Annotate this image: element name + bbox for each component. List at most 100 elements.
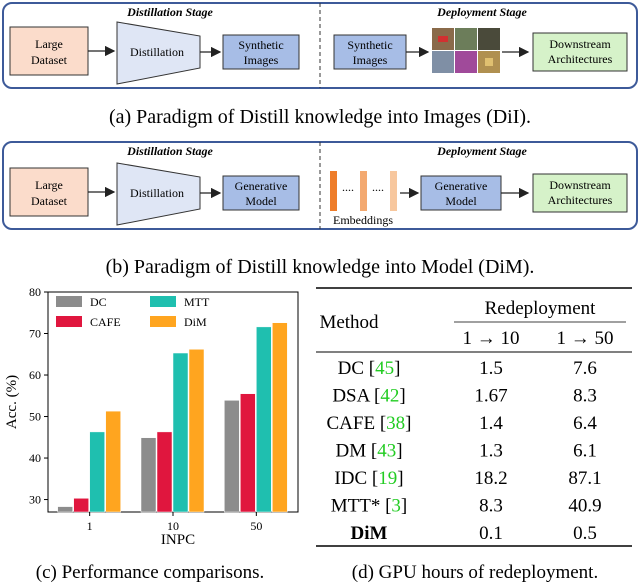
row-value-1-50: 8.3 bbox=[573, 386, 597, 407]
bar-dim-50 bbox=[272, 322, 288, 513]
downstream-label-2: Architectures bbox=[548, 52, 613, 66]
embeddings-bars: .... .... bbox=[330, 171, 397, 211]
cite-close: ] bbox=[405, 413, 411, 434]
distillation-label: Distillation bbox=[130, 45, 184, 59]
caption-b: (b) Paradigm of Distill knowledge into M… bbox=[105, 256, 535, 278]
header-col-1-10: 1 → 10 bbox=[463, 328, 520, 349]
cite-close: ] bbox=[396, 441, 402, 462]
large-dataset-b-label-1: Large bbox=[35, 178, 63, 192]
downstream-label-1: Downstream bbox=[549, 37, 611, 51]
table-row: DM [43] 1.3 6.1 bbox=[335, 441, 596, 462]
x-axis-label: INPC bbox=[161, 532, 195, 548]
header-method: Method bbox=[319, 312, 379, 333]
bar-dim-10 bbox=[188, 349, 205, 513]
bar-dc-10 bbox=[140, 437, 157, 513]
bar-cafe-10 bbox=[156, 431, 173, 513]
row-value-1-10: 1.5 bbox=[479, 358, 503, 379]
bar-cafe-50 bbox=[240, 393, 256, 513]
method-name: MTT* bbox=[331, 496, 381, 517]
cite-open: [ bbox=[369, 386, 380, 407]
y-axis-label: Acc. (%) bbox=[4, 375, 20, 429]
panel-b-diagram: Distillation Stage Deployment Stage Larg… bbox=[2, 141, 638, 230]
table-row: CAFE [38] 1.4 6.4 bbox=[327, 413, 598, 434]
row-method: DSA [42] bbox=[332, 386, 405, 407]
y-tick-label: 80 bbox=[29, 285, 41, 299]
panel-a-left-stage: Distillation Stage bbox=[126, 5, 213, 19]
gpu-hours-table: Method Redeployment 1 → 10 1 → 50 DC [45… bbox=[316, 287, 632, 547]
citation-link[interactable]: 45 bbox=[375, 358, 394, 379]
accuracy-bar-chart: 30 40 50 60 70 80 1 10 50 DC CAFE MTT DiM INPC Acc… bbox=[4, 285, 299, 548]
cite-close: ] bbox=[401, 496, 407, 517]
legend-swatch-dim bbox=[150, 316, 176, 327]
citation-link[interactable]: 3 bbox=[391, 496, 401, 517]
large-dataset-b-label-2: Dataset bbox=[31, 194, 68, 208]
synthetic-images-box bbox=[222, 34, 300, 70]
row-method: MTT* [3] bbox=[331, 496, 408, 517]
svg-text:....: .... bbox=[372, 180, 384, 194]
method-name: IDC bbox=[334, 468, 367, 489]
generative-model-label-1: Generative bbox=[235, 179, 288, 193]
generative-model-box-2 bbox=[420, 175, 502, 211]
generative-model-box bbox=[222, 175, 300, 211]
caption-d: (d) GPU hours of redeployment. bbox=[351, 562, 599, 583]
cite-close: ] bbox=[399, 386, 405, 407]
citation-link[interactable]: 42 bbox=[380, 386, 399, 407]
row-value-1-50: 87.1 bbox=[568, 468, 601, 489]
generative-model-2-label-2: Model bbox=[445, 194, 477, 208]
panel-b-right-stage: Deployment Stage bbox=[436, 144, 527, 158]
large-dataset-label-2: Dataset bbox=[31, 53, 68, 67]
large-dataset-box-b bbox=[9, 167, 89, 217]
cite-close: ] bbox=[394, 358, 400, 379]
synthetic-images-label-1: Synthetic bbox=[238, 38, 283, 52]
method-name: DiM bbox=[351, 523, 388, 544]
distillation-trapezoid bbox=[116, 21, 201, 85]
legend-label-dc: DC bbox=[90, 295, 107, 309]
row-value-1-10: 0.1 bbox=[479, 523, 503, 544]
row-method: DC [45] bbox=[338, 358, 401, 379]
citation-link[interactable]: 43 bbox=[377, 441, 396, 462]
header-redeployment: Redeployment bbox=[485, 298, 597, 319]
row-value-1-50: 0.5 bbox=[573, 523, 597, 544]
method-name: CAFE bbox=[327, 413, 376, 434]
citation-link[interactable]: 19 bbox=[378, 468, 397, 489]
synthetic-images-label-2: Images bbox=[244, 53, 279, 67]
y-tick-label: 30 bbox=[29, 493, 41, 507]
row-value-1-10: 1.3 bbox=[479, 441, 503, 462]
row-value-1-50: 40.9 bbox=[568, 496, 601, 517]
bar-mtt-1 bbox=[89, 431, 105, 513]
y-tick-label: 60 bbox=[29, 368, 41, 382]
generative-model-2-label-1: Generative bbox=[435, 179, 488, 193]
synthetic-images-box-2 bbox=[333, 34, 407, 70]
method-name: DC bbox=[338, 358, 364, 379]
table-row: DSA [42] 1.67 8.3 bbox=[332, 386, 597, 407]
cite-open: [ bbox=[380, 496, 391, 517]
bar-mtt-10 bbox=[172, 352, 189, 513]
downstream-box-b bbox=[532, 173, 628, 213]
legend-label-dim: DiM bbox=[184, 315, 207, 329]
y-tick-label: 70 bbox=[29, 327, 41, 341]
bar-mtt-50 bbox=[256, 326, 272, 513]
caption-a: (a) Paradigm of Distill knowledge into I… bbox=[108, 106, 532, 128]
row-method: DiM bbox=[351, 523, 388, 544]
chart-legend: DC CAFE MTT DiM bbox=[56, 295, 210, 329]
citation-link[interactable]: 38 bbox=[386, 413, 405, 434]
row-value-1-50: 6.4 bbox=[573, 413, 597, 434]
legend-swatch-cafe bbox=[56, 316, 82, 327]
generative-model-label-2: Model bbox=[245, 194, 277, 208]
large-dataset-box bbox=[9, 26, 89, 76]
row-value-1-10: 1.67 bbox=[474, 386, 507, 407]
legend-label-mtt: MTT bbox=[184, 295, 210, 309]
row-method: IDC [19] bbox=[334, 468, 403, 489]
y-tick-label: 40 bbox=[29, 451, 41, 465]
row-value-1-10: 8.3 bbox=[479, 496, 503, 517]
bar-dim-1 bbox=[105, 410, 121, 513]
x-tick-label: 50 bbox=[250, 519, 262, 533]
embeddings-label: Embeddings bbox=[333, 213, 393, 227]
bar-dc-50 bbox=[224, 400, 240, 513]
row-value-1-10: 18.2 bbox=[474, 468, 507, 489]
method-name: DSA bbox=[332, 386, 370, 407]
x-tick-label: 1 bbox=[87, 519, 93, 533]
header-col-1-50: 1 → 50 bbox=[557, 328, 614, 349]
downstream-box bbox=[532, 32, 628, 72]
panel-b-left-stage: Distillation Stage bbox=[126, 144, 213, 158]
